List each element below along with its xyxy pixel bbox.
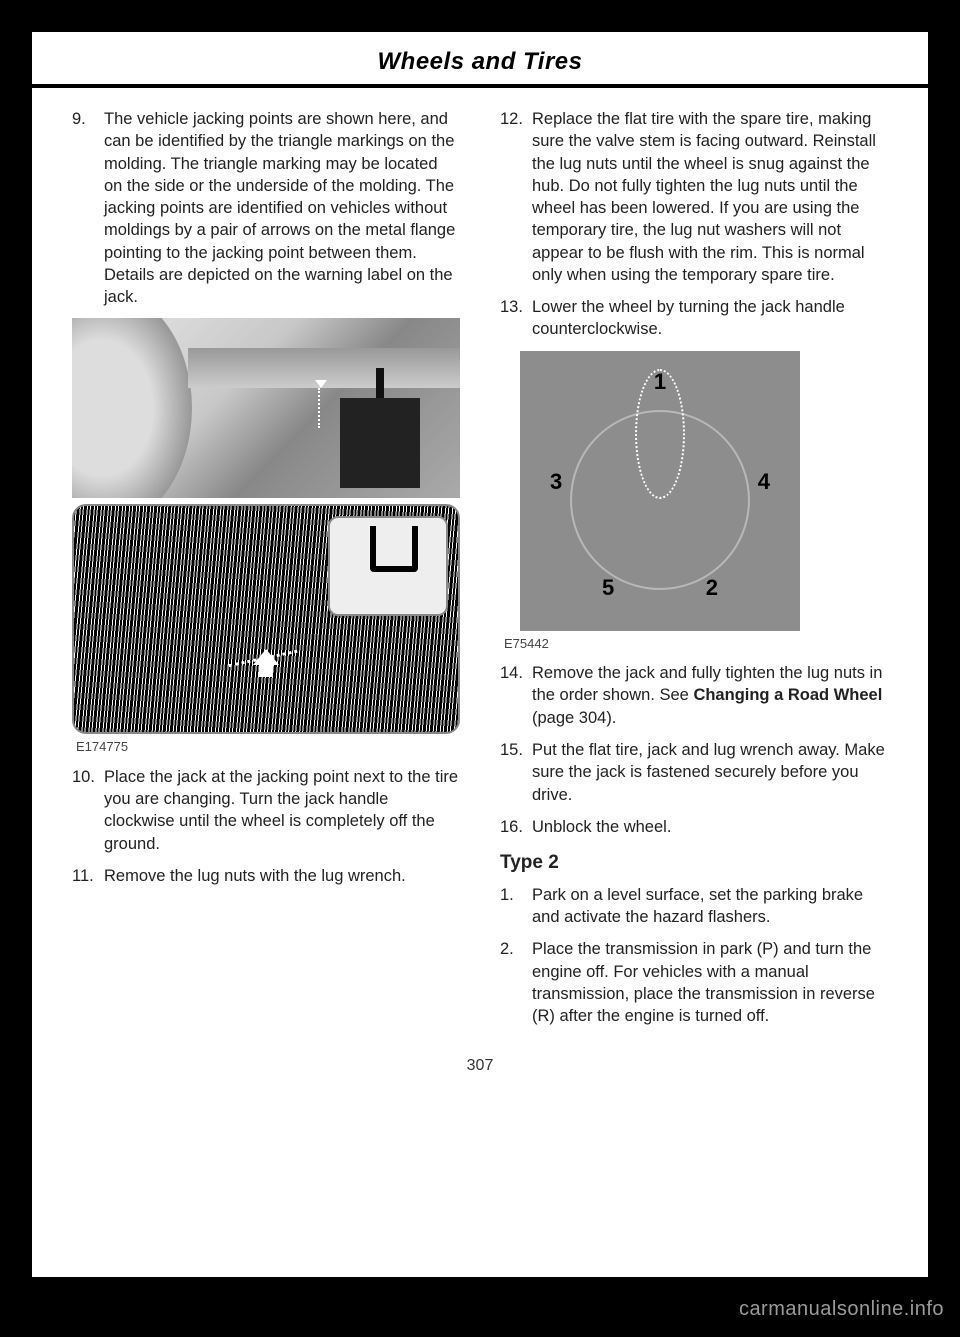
lug-label-1: 1 [654,367,666,397]
type2-step-2: 2. Place the transmission in park (P) an… [500,938,888,1027]
step-text: Put the flat tire, jack and lug wrench a… [532,739,888,806]
step-number: 14. [500,662,532,729]
type-2-heading: Type 2 [500,850,888,876]
step-text: Unblock the wheel. [532,816,888,838]
step-13: 13. Lower the wheel by turning the jack … [500,296,888,341]
lug-label-3: 3 [550,467,562,497]
step-10: 10. Place the jack at the jacking point … [72,766,460,855]
right-column: 12. Replace the flat tire with the spare… [500,108,888,1037]
figure-jack-points [72,318,460,734]
step-number: 1. [500,884,532,929]
header: Wheels and Tires [32,32,928,88]
step-number: 9. [72,108,104,308]
jack-photo-top [72,318,460,498]
step-number: 15. [500,739,532,806]
jack-photo-bottom [72,504,460,734]
step-text: The vehicle jacking points are shown her… [104,108,460,308]
figure-2-caption: E75442 [504,635,888,653]
step-number: 16. [500,816,532,838]
step-12: 12. Replace the flat tire with the spare… [500,108,888,286]
step-9: 9. The vehicle jacking points are shown … [72,108,460,308]
step-text: Place the transmission in park (P) and t… [532,938,888,1027]
step-14-link: Changing a Road Wheel [693,686,882,704]
page: Wheels and Tires 9. The vehicle jacking … [0,0,960,1337]
page-title: Wheels and Tires [32,48,928,76]
lug-label-4: 4 [758,467,770,497]
jack-inset [328,516,448,616]
left-column: 9. The vehicle jacking points are shown … [72,108,460,1037]
step-16: 16. Unblock the wheel. [500,816,888,838]
step-14-post: (page 304). [532,709,616,727]
step-text: Lower the wheel by turning the jack hand… [532,296,888,341]
watermark: carmanualsonline.info [739,1298,944,1321]
type2-step-1: 1. Park on a level surface, set the park… [500,884,888,929]
step-text: Remove the lug nuts with the lug wrench. [104,865,460,887]
up-arrow-icon [259,663,273,677]
step-number: 11. [72,865,104,887]
page-inner: Wheels and Tires 9. The vehicle jacking … [32,32,928,1277]
step-number: 2. [500,938,532,1027]
step-number: 13. [500,296,532,341]
step-text: Park on a level surface, set the parking… [532,884,888,929]
figure-lug-pattern: 1 2 3 4 5 [520,351,800,631]
step-text: Remove the jack and fully tighten the lu… [532,662,888,729]
step-14: 14. Remove the jack and fully tighten th… [500,662,888,729]
step-text: Place the jack at the jacking point next… [104,766,460,855]
lug-label-2: 2 [706,573,718,603]
lug-label-5: 5 [602,573,614,603]
marker-line [318,388,320,428]
step-15: 15. Put the flat tire, jack and lug wren… [500,739,888,806]
figure-1-caption: E174775 [76,738,460,756]
step-11: 11. Remove the lug nuts with the lug wre… [72,865,460,887]
step-text: Replace the flat tire with the spare tir… [532,108,888,286]
page-number: 307 [32,1047,928,1075]
jack-shape [340,398,420,488]
content-columns: 9. The vehicle jacking points are shown … [32,88,928,1047]
tire-shape [72,318,192,498]
step-number: 10. [72,766,104,855]
step-number: 12. [500,108,532,286]
